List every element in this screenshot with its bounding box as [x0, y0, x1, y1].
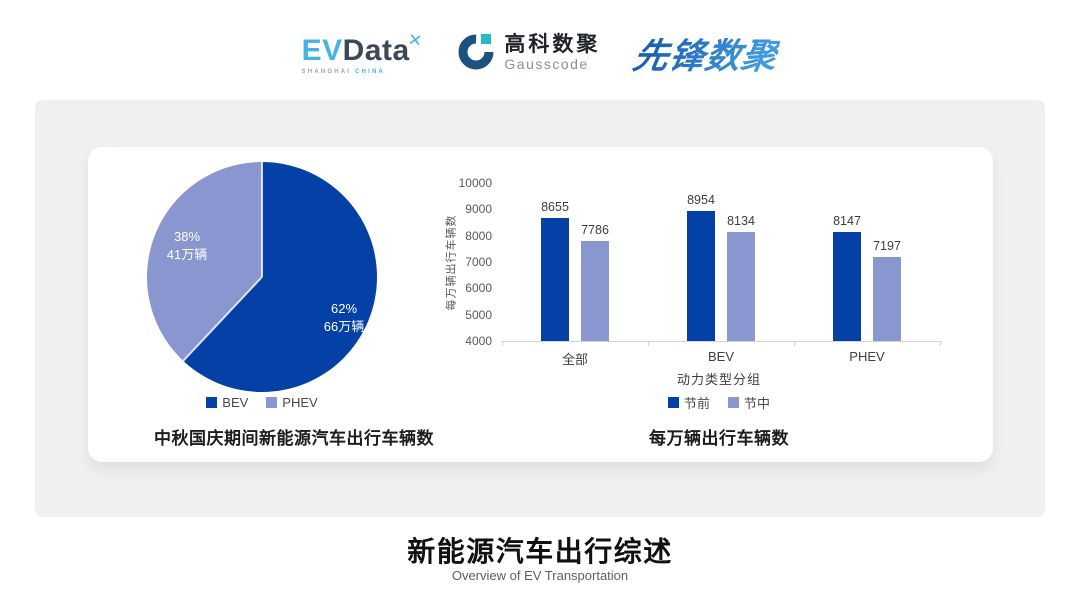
- legend-label: 节前: [683, 396, 710, 411]
- y-tick-10000: 10000: [458, 176, 492, 190]
- header-logos: EVData✕ SHANGHAI CHINA 高科数聚 Gausscode 先锋…: [0, 22, 1080, 84]
- bar-PHEV-节中: [873, 256, 901, 341]
- pie-label-bev-value: 66万辆: [323, 319, 365, 335]
- y-tick-5000: 5000: [465, 307, 492, 322]
- legend-item-节中: 节中: [728, 393, 770, 412]
- legend-label: BEV: [222, 395, 249, 410]
- evdata-sub-china: CHINA: [355, 68, 386, 75]
- bar-BEV-节中: [727, 232, 755, 341]
- legend-item-节前: 节前: [667, 393, 710, 412]
- pie-chart: 38% 41万辆 62% 66万辆: [147, 162, 377, 392]
- evdata-logo-subtext: SHANGHAI CHINA: [302, 69, 423, 75]
- bar-value-label: 7197: [873, 238, 901, 253]
- y-tick-9000: 9000: [465, 202, 492, 217]
- bar-plot-area: 8655 7786 8954 8134 8147 7197: [502, 183, 940, 341]
- bar-x-axis-title: 动力类型分组: [676, 372, 761, 387]
- bar-value-label: 8134: [727, 214, 755, 229]
- page-subtitle: Overview of EV Transportation: [451, 568, 629, 583]
- pie-label-bev: 62% 66万辆: [301, 300, 387, 336]
- axis-tickmark: [794, 341, 795, 346]
- gausscode-name-en: Gausscode: [504, 56, 589, 73]
- pioneer-logo: 先锋数聚: [630, 28, 783, 79]
- legend-swatch: [728, 397, 739, 408]
- axis-tickmark: [940, 341, 941, 346]
- y-tick-4000: 4000: [465, 334, 492, 348]
- evdata-logo-text: EVData✕: [301, 29, 424, 67]
- page-title: 新能源汽车出行综述: [407, 536, 673, 567]
- bar-全部-节中: [581, 241, 609, 341]
- category-label-BEV: BEV: [707, 349, 734, 364]
- bar-BEV-节前: [687, 210, 715, 341]
- bar-PHEV-节前: [833, 231, 861, 341]
- bar-legend: 节前 节中: [519, 393, 919, 412]
- bar-全部-节前: [541, 218, 569, 341]
- y-tick-8000: 8000: [465, 228, 492, 243]
- axis-tickmark: [648, 341, 649, 346]
- gausscode-g-icon: [456, 31, 496, 76]
- evdata-x-icon: ✕: [406, 29, 424, 51]
- pie-label-phev: 38% 41万辆: [149, 228, 225, 264]
- pie-label-bev-percent: 62%: [330, 301, 358, 316]
- bar-chart-title: 每万辆出行车辆数: [649, 429, 789, 448]
- pie-slice-separator: [261, 162, 263, 277]
- pie-chart-title: 中秋国庆期间新能源汽车出行车辆数: [154, 429, 434, 448]
- pie-label-phev-percent: 38%: [173, 229, 201, 244]
- y-tick-6000: 6000: [465, 281, 492, 296]
- bar-value-label: 8655: [541, 200, 569, 215]
- bar-value-label: 8147: [833, 213, 861, 228]
- category-label-PHEV: PHEV: [849, 349, 885, 364]
- legend-item-BEV: BEV: [206, 395, 248, 410]
- axis-tickmark: [502, 341, 503, 346]
- category-label-全部: 全部: [561, 352, 588, 367]
- evdata-logo-data: Data: [342, 33, 410, 67]
- chart-card: 38% 41万辆 62% 66万辆 BEV PHEV 中秋国庆期间新能源汽车出行车…: [88, 147, 993, 462]
- pie-slice-separator: [182, 276, 263, 362]
- y-tick-7000: 7000: [465, 255, 492, 269]
- gausscode-name-cn: 高科数聚: [504, 32, 601, 56]
- bar-x-axis-line: [502, 341, 942, 342]
- evdata-logo: EVData✕ SHANGHAI CHINA: [301, 29, 424, 75]
- bar-value-label: 7786: [581, 223, 609, 238]
- gausscode-logo: 高科数聚 Gausscode: [456, 31, 600, 76]
- pie-legend: BEV PHEV: [147, 395, 377, 410]
- legend-swatch: [266, 397, 278, 408]
- pie-label-phev-value: 41万辆: [166, 247, 208, 263]
- legend-swatch: [206, 397, 218, 408]
- legend-label: PHEV: [282, 395, 318, 410]
- legend-swatch: [667, 397, 679, 408]
- legend-label: 节中: [744, 396, 771, 411]
- evdata-sub-shanghai: SHANGHAI: [301, 68, 352, 75]
- legend-item-PHEV: PHEV: [266, 395, 318, 410]
- gausscode-logo-text: 高科数聚 Gausscode: [504, 32, 601, 73]
- bar-value-label: 8954: [687, 192, 715, 207]
- evdata-logo-ev: EV: [301, 33, 343, 67]
